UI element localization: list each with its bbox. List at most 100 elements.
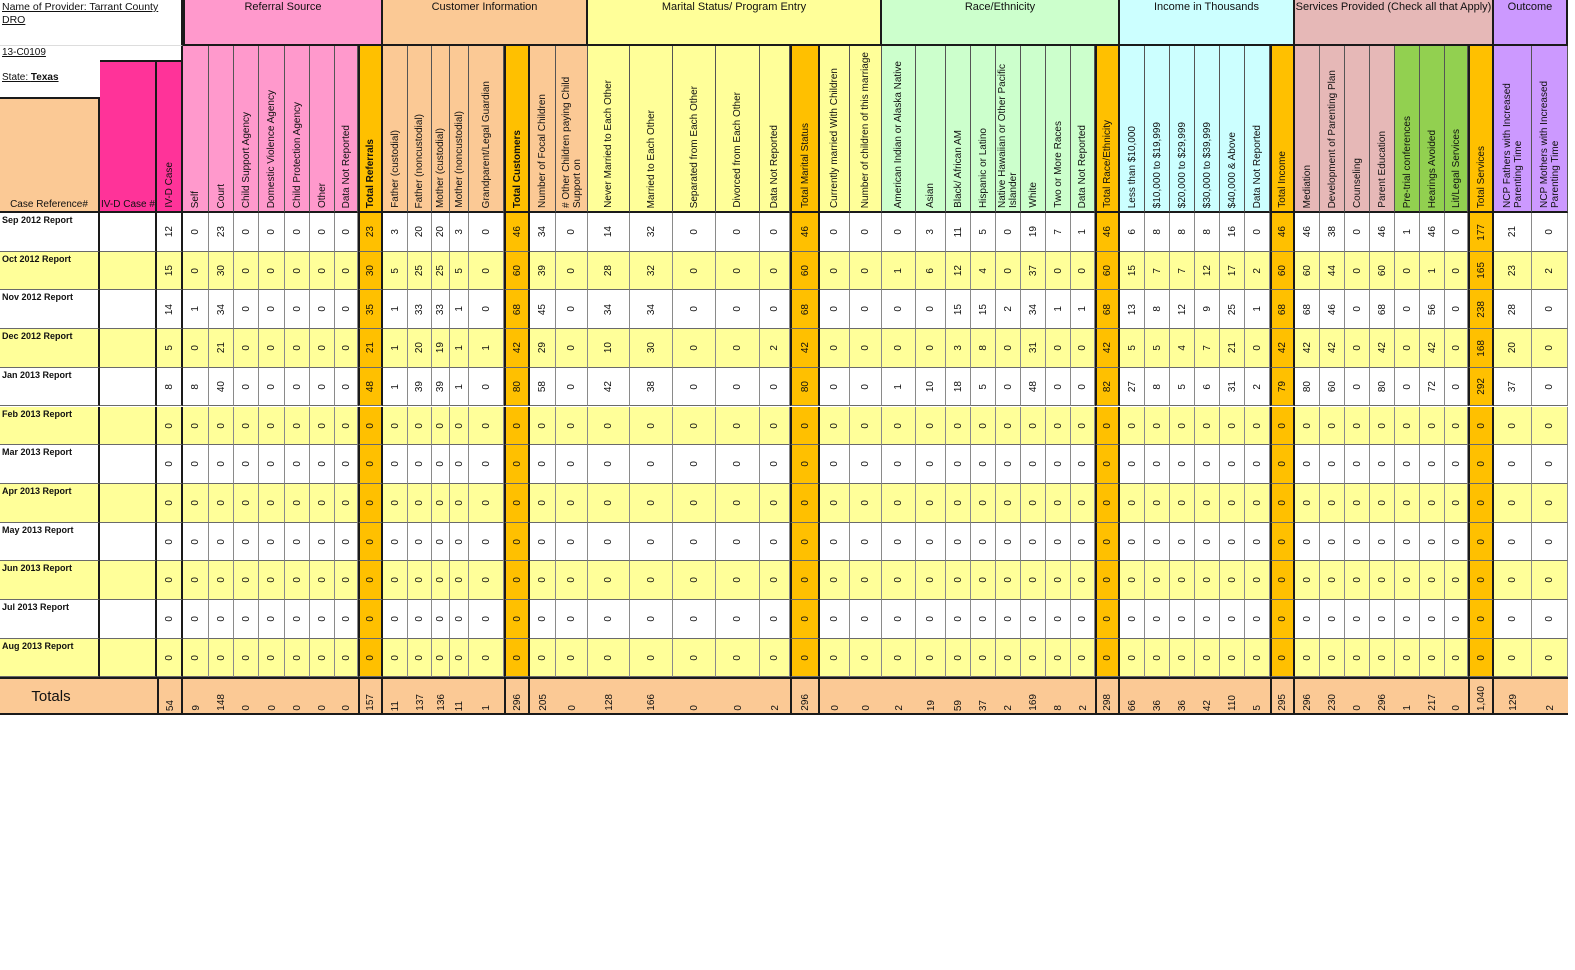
data-cell[interactable]: 0	[916, 329, 946, 368]
data-cell[interactable]: 0	[1468, 483, 1494, 523]
data-cell[interactable]: 0	[408, 522, 432, 562]
data-cell[interactable]: 0	[1021, 483, 1046, 523]
data-cell[interactable]: 0	[996, 251, 1021, 291]
data-cell[interactable]: 34	[530, 213, 556, 252]
total-cell[interactable]: 2	[1071, 677, 1095, 715]
data-cell[interactable]: 6	[916, 251, 946, 291]
data-cell[interactable]: 0	[530, 483, 556, 523]
total-cell[interactable]: 205	[530, 677, 556, 715]
data-cell[interactable]: 60	[790, 251, 820, 291]
data-cell[interactable]: 0	[157, 561, 183, 600]
data-cell[interactable]: 25	[408, 251, 432, 291]
data-cell[interactable]: 0	[183, 561, 209, 600]
data-cell[interactable]: 0	[556, 561, 588, 600]
data-cell[interactable]: 0	[716, 483, 760, 523]
column-header-divorced-from-each-other[interactable]: Divorced from Each Other	[716, 46, 760, 213]
column-header-native-hawaiian-or-other-pacific-islander[interactable]: Native Hawaiian or Other Pacific Islande…	[996, 46, 1021, 213]
data-cell[interactable]: 80	[1295, 367, 1320, 407]
data-cell[interactable]: 0	[1270, 483, 1295, 523]
total-cell[interactable]: 42	[1195, 677, 1220, 715]
data-cell[interactable]: 0	[157, 600, 183, 639]
data-cell[interactable]: 23	[209, 213, 234, 252]
group-header-marital-status-program-entry[interactable]: Marital Status/ Program Entry	[588, 0, 882, 46]
data-cell[interactable]: 0	[1245, 406, 1270, 446]
total-cell[interactable]: 11	[450, 677, 469, 715]
data-cell[interactable]: 0	[1370, 406, 1395, 446]
data-cell[interactable]: 0	[996, 522, 1021, 562]
data-cell[interactable]: 82	[1095, 367, 1120, 407]
data-cell[interactable]: 0	[183, 406, 209, 446]
data-cell[interactable]: 0	[1345, 522, 1370, 562]
data-cell[interactable]: 0	[1245, 445, 1270, 484]
data-cell[interactable]: 0	[432, 406, 450, 446]
data-cell[interactable]: 39	[530, 251, 556, 291]
total-cell[interactable]: 59	[946, 677, 971, 715]
data-cell[interactable]: 0	[556, 213, 588, 252]
data-cell[interactable]: 0	[1468, 406, 1494, 446]
data-cell[interactable]: 0	[1095, 600, 1120, 639]
data-cell[interactable]: 0	[234, 406, 259, 446]
group-header-outcome[interactable]: Outcome	[1494, 0, 1568, 46]
data-cell[interactable]: 0	[234, 213, 259, 252]
data-cell[interactable]: 0	[383, 483, 408, 523]
total-cell[interactable]: 8	[1046, 677, 1071, 715]
data-cell[interactable]: 0	[259, 367, 285, 407]
data-cell[interactable]: 0	[630, 638, 673, 678]
data-cell[interactable]: 13	[1120, 290, 1145, 330]
data-cell[interactable]: 0	[971, 600, 996, 639]
data-cell[interactable]: 0	[556, 406, 588, 446]
data-cell[interactable]: 46	[1420, 213, 1445, 252]
data-cell[interactable]: 0	[1046, 600, 1071, 639]
data-cell[interactable]: 0	[882, 561, 916, 600]
data-cell[interactable]: 0	[916, 445, 946, 484]
data-cell[interactable]: 0	[882, 638, 916, 678]
data-cell[interactable]: 0	[1071, 329, 1095, 368]
data-cell[interactable]: 0	[183, 329, 209, 368]
data-cell[interactable]: 29	[530, 329, 556, 368]
data-cell[interactable]: 0	[673, 406, 716, 446]
total-cell[interactable]: 169	[1021, 677, 1046, 715]
total-cell[interactable]: 148	[209, 677, 234, 715]
data-cell[interactable]: 0	[716, 329, 760, 368]
data-cell[interactable]: 0	[790, 406, 820, 446]
column-header-total-marital-status[interactable]: Total Marital Status	[790, 46, 820, 213]
data-cell[interactable]: 0	[1320, 561, 1345, 600]
group-header-race-ethnicity[interactable]: Race/Ethnicity	[882, 0, 1120, 46]
data-cell[interactable]: 20	[432, 213, 450, 252]
data-cell[interactable]: 0	[234, 522, 259, 562]
data-cell[interactable]: 0	[1468, 522, 1494, 562]
data-cell[interactable]: 40	[209, 367, 234, 407]
data-cell[interactable]: 0	[310, 329, 335, 368]
total-cell[interactable]: 0	[820, 677, 850, 715]
data-cell[interactable]: 5	[971, 213, 996, 252]
data-cell[interactable]: 0	[996, 600, 1021, 639]
data-cell[interactable]: 0	[850, 367, 882, 407]
data-cell[interactable]: 0	[1270, 600, 1295, 639]
data-cell[interactable]: 0	[673, 367, 716, 407]
data-cell[interactable]: 0	[1345, 600, 1370, 639]
data-cell[interactable]: 0	[469, 213, 504, 252]
data-cell[interactable]: 0	[1095, 561, 1120, 600]
data-cell[interactable]: 3	[916, 213, 946, 252]
data-cell[interactable]: 0	[946, 406, 971, 446]
data-cell[interactable]: 0	[716, 600, 760, 639]
data-cell[interactable]: 0	[383, 561, 408, 600]
data-cell[interactable]: 0	[358, 600, 383, 639]
data-cell[interactable]: 0	[234, 251, 259, 291]
data-cell[interactable]: 0	[1145, 600, 1170, 639]
data-cell[interactable]: 0	[630, 445, 673, 484]
data-cell[interactable]: 0	[1320, 445, 1345, 484]
column-header-number-of-focal-children[interactable]: Number of Focal Children	[530, 46, 556, 213]
data-cell[interactable]: 0	[1120, 445, 1145, 484]
data-cell[interactable]: 0	[630, 522, 673, 562]
data-cell[interactable]: 0	[850, 251, 882, 291]
data-cell[interactable]: 8	[1195, 213, 1220, 252]
data-cell[interactable]: 0	[1245, 522, 1270, 562]
data-cell[interactable]: 0	[716, 290, 760, 330]
data-cell[interactable]: 0	[310, 522, 335, 562]
data-cell[interactable]: 0	[1345, 329, 1370, 368]
data-cell[interactable]: 0	[358, 638, 383, 678]
total-cell[interactable]: 137	[408, 677, 432, 715]
data-cell[interactable]: 0	[1395, 406, 1420, 446]
data-cell[interactable]: 0	[760, 445, 790, 484]
